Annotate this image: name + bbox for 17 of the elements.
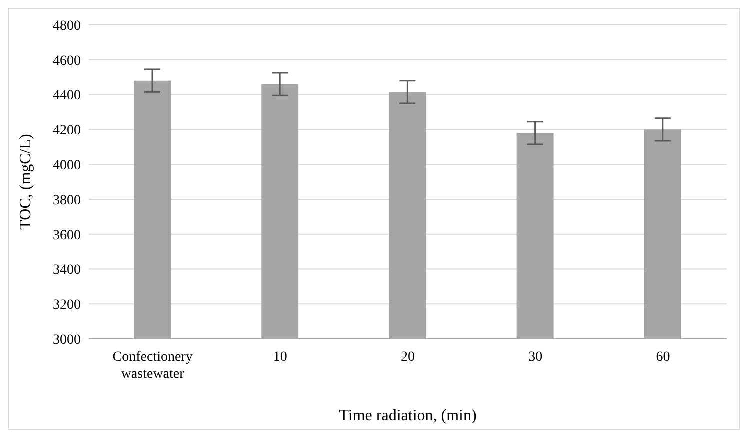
x-axis-title: Time radiation, (min) xyxy=(339,407,477,424)
y-tick-label: 4400 xyxy=(53,88,81,104)
y-tick-label: 4000 xyxy=(53,158,81,174)
x-tick-label: 20 xyxy=(401,350,415,365)
y-tick-label: 4800 xyxy=(53,18,81,34)
x-tick-label: Confectionery wastewater xyxy=(112,350,193,382)
y-tick-label: 4200 xyxy=(53,124,81,139)
y-tick-label: 4600 xyxy=(53,54,81,69)
y-tick-label: 3600 xyxy=(53,228,81,244)
x-tick-label: 10 xyxy=(273,350,288,365)
y-tick-label: 3800 xyxy=(53,193,81,208)
x-tick-label: 60 xyxy=(656,350,670,365)
y-tick-label: 3400 xyxy=(53,263,81,278)
y-tick-label: 3000 xyxy=(53,332,81,348)
y-axis-title: TOC, (mgC/L) xyxy=(18,134,35,230)
y-tick-label: 3200 xyxy=(53,298,81,314)
x-tick-label: 30 xyxy=(528,350,543,365)
